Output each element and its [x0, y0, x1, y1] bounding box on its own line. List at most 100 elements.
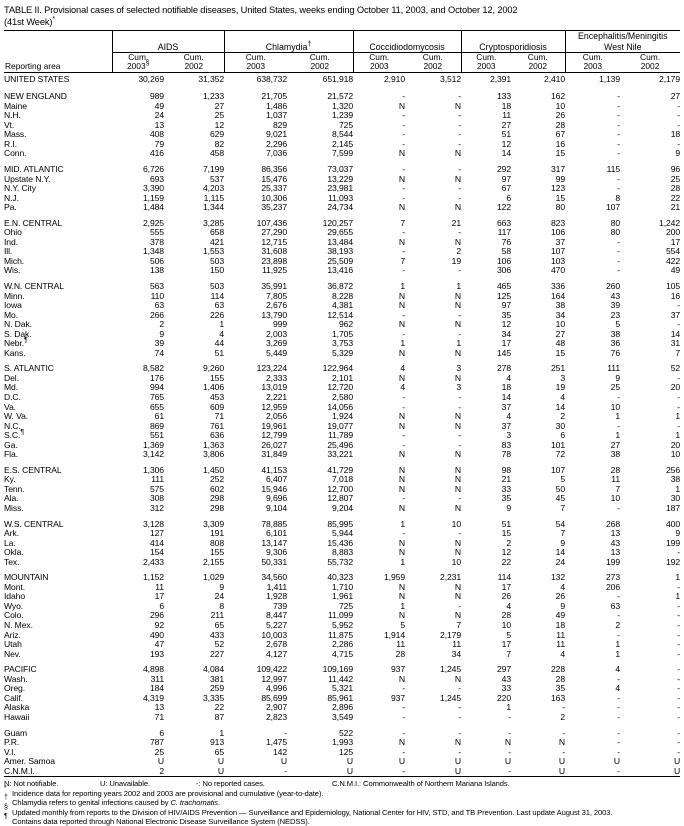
row-value-chlamydia-cum-2002: 11,789	[327, 430, 354, 441]
row-value-aids-cum-2003: 11	[155, 581, 164, 592]
row-value-chlamydia-cum-2002: 40,323	[327, 572, 354, 583]
row-value-chlamydia-cum-2002: 11,093	[327, 192, 354, 203]
row-value-coccidiodomycosis-cum-2003: 1	[400, 556, 406, 567]
row-value-chlamydia-cum-2003: 15,476	[261, 173, 288, 184]
row-value-coccidiodomycosis-cum-2003: -	[402, 246, 406, 257]
row-value-coccidiodomycosis-cum-2002: 7	[456, 620, 462, 631]
row-value-coccidiodomycosis-cum-2002: N	[454, 591, 462, 602]
row-value-chlamydia-cum-2003: 4,996	[266, 683, 288, 694]
row-value-encephalitis-meningitis-west-nile-cum-2003: 273	[605, 572, 621, 583]
row-value-coccidiodomycosis-cum-2003: -	[402, 110, 406, 121]
row-value-chlamydia-cum-2002: 19,077	[327, 420, 354, 431]
row-area-label: D.C.	[4, 392, 21, 402]
row-value-chlamydia-cum-2003: 85,699	[261, 692, 288, 703]
row-value-coccidiodomycosis-cum-2002: 1,245	[440, 664, 462, 675]
row-value-coccidiodomycosis-cum-2003: -	[402, 401, 406, 412]
row-value-coccidiodomycosis-cum-2003: 1	[400, 338, 406, 349]
row-value-cryptosporidiosis-cum-2002: 4	[560, 392, 566, 402]
row-value-chlamydia-cum-2002: 55,732	[327, 556, 354, 567]
table-row: R.I. 79 82 2,296 2,145 - - 12 16 - -	[4, 139, 680, 150]
row-value-aids-cum-2002: 503	[209, 280, 225, 291]
row-value-encephalitis-meningitis-west-nile-cum-2002: -	[677, 372, 681, 383]
row-value-cryptosporidiosis-cum-2003: 3	[506, 430, 512, 441]
row-value-cryptosporidiosis-cum-2003: 17	[501, 639, 512, 650]
row-value-cryptosporidiosis-cum-2002: 107	[550, 246, 566, 257]
row-value-cryptosporidiosis-cum-2003: 125	[496, 290, 512, 301]
row-area-label: MID. ATLANTIC	[4, 163, 64, 174]
row-value-encephalitis-meningitis-west-nile-cum-2003: 13	[610, 547, 621, 558]
row-value-cryptosporidiosis-cum-2003: -	[508, 727, 512, 738]
row-value-coccidiodomycosis-cum-2002: N	[454, 581, 462, 592]
row-value-chlamydia-cum-2003: 31,608	[261, 246, 288, 257]
row-value-coccidiodomycosis-cum-2002: 3	[456, 363, 462, 374]
row-value-aids-cum-2003: 39	[154, 338, 164, 349]
table-row: N. Dak. 2 1 999 962 N N 12 10 5 -	[4, 320, 680, 330]
row-value-cryptosporidiosis-cum-2002: 27	[555, 328, 566, 339]
row-value-encephalitis-meningitis-west-nile-cum-2003: -	[617, 148, 621, 159]
row-value-encephalitis-meningitis-west-nile-cum-2002: 27	[670, 91, 681, 102]
row-value-coccidiodomycosis-cum-2002: N	[454, 547, 462, 558]
row-value-encephalitis-meningitis-west-nile-cum-2002: -	[677, 119, 681, 130]
table-row: V.I. 25 65 142 125 - - - - - -	[4, 746, 680, 758]
row-value-aids-cum-2003: 551	[149, 430, 164, 441]
row-value-coccidiodomycosis-cum-2002: -	[458, 702, 462, 713]
row-value-cryptosporidiosis-cum-2002: 9	[560, 537, 566, 548]
row-value-cryptosporidiosis-cum-2003: 17	[501, 581, 512, 592]
row-value-coccidiodomycosis-cum-2003: N	[398, 100, 406, 111]
row-value-encephalitis-meningitis-west-nile-cum-2003: -	[617, 737, 621, 748]
title-line-2: (41st Week)*	[4, 16, 678, 29]
row-value-encephalitis-meningitis-west-nile-cum-2002: 22	[670, 192, 681, 203]
row-value-chlamydia-cum-2002: 8,228	[332, 290, 354, 301]
row-value-cryptosporidiosis-cum-2002: 9	[560, 600, 566, 611]
row-value-coccidiodomycosis-cum-2002: -	[458, 328, 462, 339]
row-value-encephalitis-meningitis-west-nile-cum-2002: -	[677, 683, 681, 694]
row-value-chlamydia-cum-2002: 4,381	[332, 300, 354, 311]
row-value-aids-cum-2002: 1,344	[203, 202, 225, 213]
row-area-label: Maine	[4, 100, 27, 111]
row-value-coccidiodomycosis-cum-2002: 1,245	[440, 692, 462, 703]
row-value-chlamydia-cum-2003: 35,991	[261, 280, 288, 291]
row-area-label: Mo.	[4, 309, 19, 320]
row-value-aids-cum-2003: 312	[149, 503, 164, 514]
row-value-chlamydia-cum-2002: 11,875	[327, 629, 354, 640]
row-value-cryptosporidiosis-cum-2003: 9	[506, 503, 512, 514]
row-value-encephalitis-meningitis-west-nile-cum-2003: 28	[610, 464, 621, 475]
row-value-encephalitis-meningitis-west-nile-cum-2002: 10	[670, 449, 681, 460]
row-value-chlamydia-cum-2002: 125	[338, 746, 354, 757]
row-value-encephalitis-meningitis-west-nile-cum-2002: 17	[670, 236, 681, 247]
row-value-chlamydia-cum-2002: 2,101	[332, 372, 354, 383]
row-value-coccidiodomycosis-cum-2003: -	[402, 683, 406, 694]
row-value-chlamydia-cum-2003: 19,961	[261, 420, 288, 431]
row-value-aids-cum-2003: 24	[154, 110, 164, 121]
row-value-chlamydia-cum-2003: 3,269	[266, 338, 288, 349]
table-row: N.Y. City 3,390 4,203 25,337 23,981 - - 67 123 - 2…	[4, 184, 680, 194]
table-row: Alaska 13 22 2,907 2,896 - - 1 - - -	[4, 703, 680, 713]
header-westnile-cum-2002: Cum. 2002	[640, 52, 661, 72]
key-cnmi: C.N.M.I.: Commonwealth of Northern Maria…	[332, 779, 510, 789]
table-row: Wyo. 6 8 739 725 1 - 4 9 63 -	[4, 600, 680, 612]
row-area-label: Wyo.	[4, 600, 24, 611]
row-value-encephalitis-meningitis-west-nile-cum-2002: -	[677, 648, 681, 659]
table-row: W. Va. 61 71 2,056 1,924 N N 4 2 1 1	[4, 412, 680, 422]
row-value-encephalitis-meningitis-west-nile-cum-2003: 76	[610, 347, 621, 358]
row-value-encephalitis-meningitis-west-nile-cum-2002: -	[677, 420, 681, 431]
row-value-encephalitis-meningitis-west-nile-cum-2003: -	[617, 110, 621, 121]
row-value-aids-cum-2002: 52	[214, 639, 225, 650]
header-crypto-cum-2002: Cum. 2002	[527, 52, 548, 72]
row-value-cryptosporidiosis-cum-2003: 22	[501, 556, 512, 567]
row-value-chlamydia-cum-2003: 35,237	[261, 202, 288, 213]
row-value-cryptosporidiosis-cum-2003: 28	[501, 610, 512, 621]
row-value-encephalitis-meningitis-west-nile-cum-2002: 20	[670, 439, 681, 450]
table-row: Mo. 266 226 13,790 12,514 - - 35 34 23 37	[4, 309, 680, 321]
row-value-aids-cum-2003: 2	[159, 319, 164, 330]
row-value-chlamydia-cum-2003: 26,027	[261, 439, 288, 450]
row-value-encephalitis-meningitis-west-nile-cum-2002: 192	[666, 556, 681, 567]
row-value-cryptosporidiosis-cum-2002: 4	[560, 648, 566, 659]
row-value-aids-cum-2003: 6	[159, 727, 164, 738]
row-value-coccidiodomycosis-cum-2003: 1	[400, 280, 406, 291]
row-value-chlamydia-cum-2002: 41,729	[327, 464, 354, 475]
row-value-chlamydia-cum-2002: 13,416	[327, 265, 354, 276]
row-value-coccidiodomycosis-cum-2003: -	[402, 265, 406, 276]
row-value-aids-cum-2002: 4,203	[203, 183, 225, 194]
